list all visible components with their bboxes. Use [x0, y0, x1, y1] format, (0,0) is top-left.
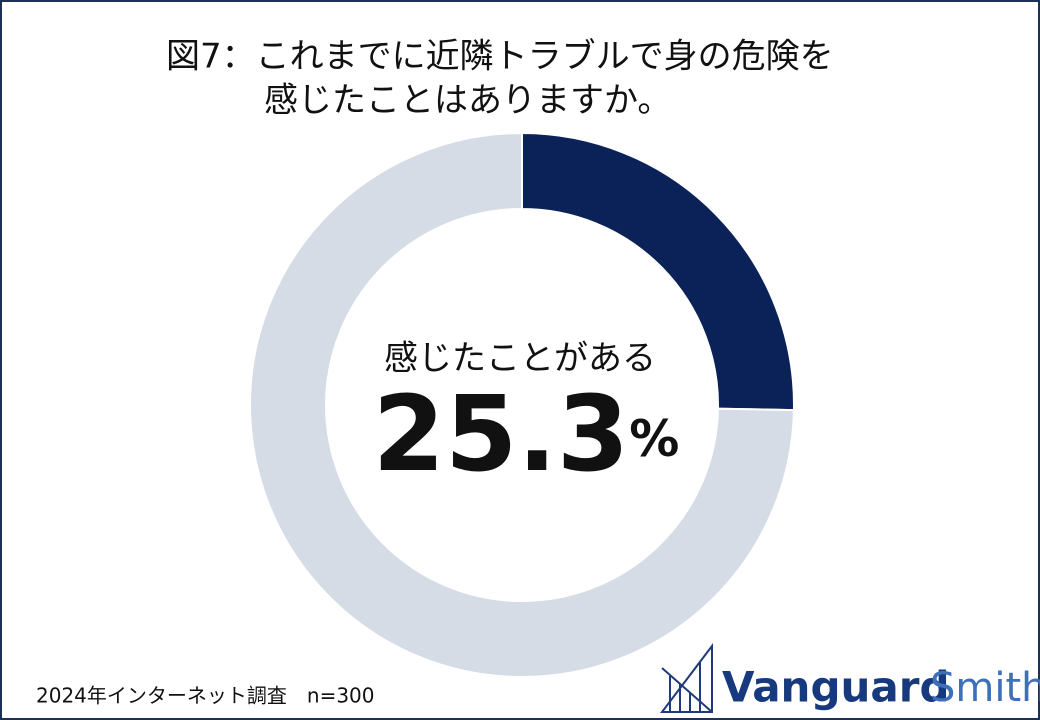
center-value: 25.3% — [373, 373, 680, 495]
logo-icon — [659, 643, 713, 713]
donut — [249, 131, 795, 678]
logo-brand: Vanguard — [722, 663, 950, 712]
donut-slice — [521, 131, 795, 412]
center-category: 感じたことがある — [384, 339, 656, 379]
logo-name: Smith — [930, 665, 1040, 711]
donut-slice — [249, 131, 795, 678]
chart-title: 感じたことはありますか。 — [264, 81, 671, 121]
chart-title: 図7：これまでに近隣トラブルで身の危険を — [166, 37, 834, 77]
footnote: 2024年インターネット調査 n=300 — [36, 684, 375, 708]
